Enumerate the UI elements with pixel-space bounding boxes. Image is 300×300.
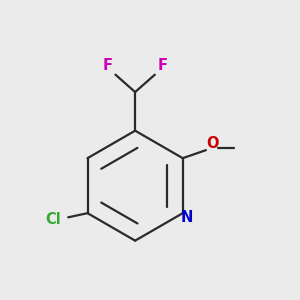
Text: F: F bbox=[103, 58, 112, 74]
Text: N: N bbox=[180, 210, 193, 225]
Text: Cl: Cl bbox=[45, 212, 61, 226]
Text: F: F bbox=[158, 58, 168, 74]
Text: O: O bbox=[206, 136, 219, 151]
